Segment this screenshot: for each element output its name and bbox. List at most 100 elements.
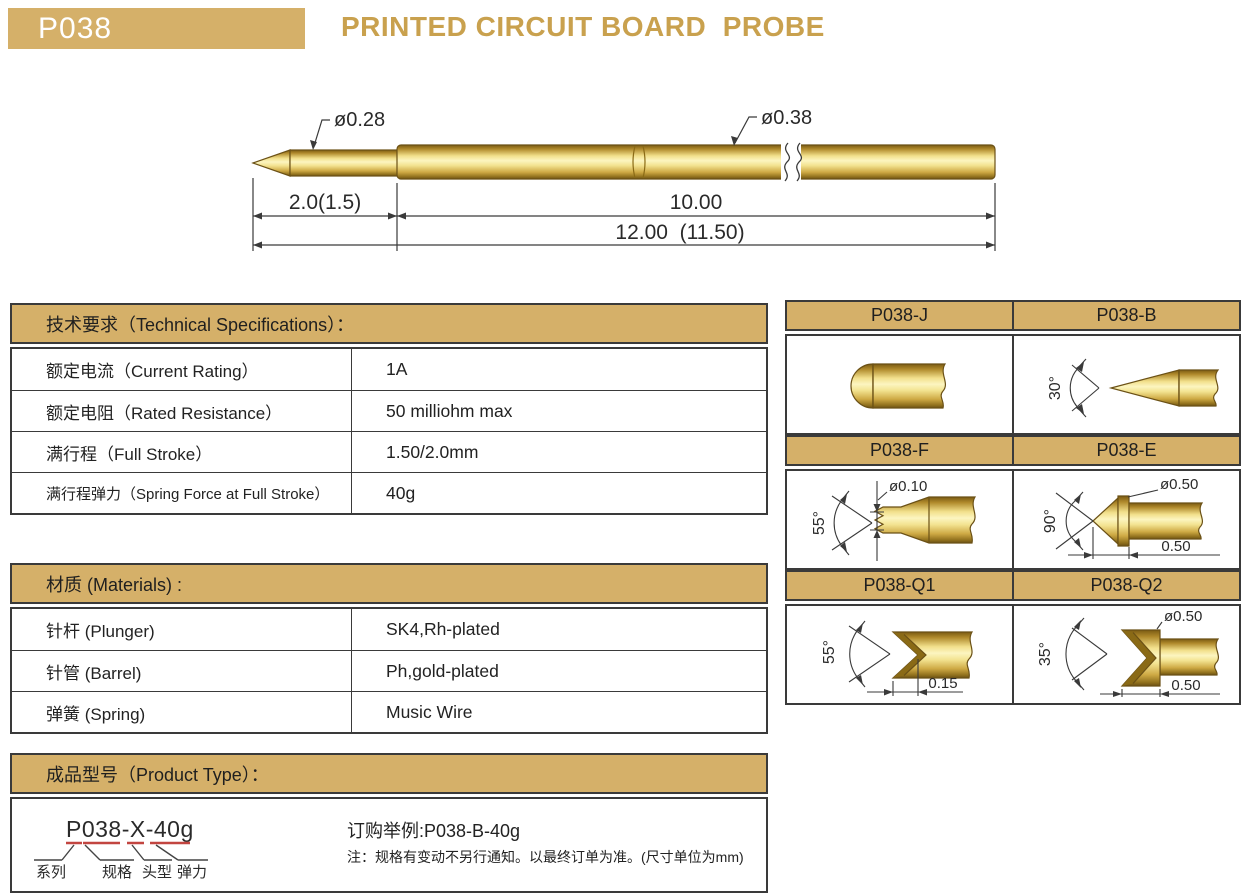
spec-value: 1A (386, 359, 408, 379)
angle-annotation (1055, 491, 1094, 551)
head-type-cell-e: P038-E (1012, 435, 1241, 570)
head-type-name: P038-Q1 (785, 570, 1014, 601)
dimension-lines (253, 215, 995, 246)
code-part-label-force: 弹力 (177, 864, 207, 881)
head-type-cell-f: P038-F (785, 435, 1014, 570)
table-row: 针杆 (Plunger) SK4,Rh-plated (12, 609, 766, 650)
table-row: 满行程弹力（Spring Force at Full Stroke） 40g (12, 472, 766, 513)
head-drawing-f: ø0.10 55° (811, 478, 977, 561)
materials-table: 材质 (Materials) : 针杆 (Plunger) SK4,Rh-pla… (10, 563, 768, 734)
dim-annotation (1068, 489, 1220, 559)
leader-dia-barrel (734, 116, 757, 144)
head-type-cell-q2: P038-Q2 (1012, 570, 1241, 705)
head-type-cell-b: P038-B (1012, 300, 1241, 435)
table-row: 额定电阻（Rated Resistance） 50 milliohm max (12, 390, 766, 431)
head-type-name: P038-J (785, 300, 1014, 331)
dia-label: ø0.50 (1164, 608, 1202, 625)
material-label: 弹簧 (Spring) (12, 692, 352, 732)
ordering-code: P038-X-40g (66, 816, 194, 842)
leader-dia-plunger (313, 119, 330, 147)
dim-barrel-label: 10.00 (670, 191, 723, 214)
spec-table: 技术要求（Technical Specifications）： 额定电流（Cur… (10, 303, 768, 515)
code-connector-lines (34, 844, 208, 861)
spec-value: 50 milliohm max (386, 400, 513, 421)
head-drawing-b: 30° (1047, 358, 1220, 418)
product-type-title: 成品型号（Product Type）： (10, 753, 768, 794)
material-value: SK4,Rh-plated (386, 619, 500, 639)
product-type-section: 成品型号（Product Type）： P038-X-40g 系列 规格 头型 (10, 753, 768, 893)
plunger-tip (251, 149, 291, 177)
material-value: Music Wire (386, 701, 473, 722)
dia-label: ø0.10 (889, 478, 927, 495)
angle-annotation (848, 620, 891, 688)
dia-label: ø0.50 (1160, 476, 1198, 493)
head-drawing-q1: 0.15 55° (821, 620, 974, 696)
round-tip-shape (850, 363, 947, 409)
table-row: 弹簧 (Spring) Music Wire (12, 691, 766, 732)
angle-label: 55° (821, 640, 838, 664)
table-row: 针管 (Barrel) Ph,gold-plated (12, 650, 766, 691)
materials-table-title: 材质 (Materials) : (10, 563, 768, 604)
series-badge: P038 (8, 8, 305, 49)
serrated-tip-shape (873, 496, 977, 544)
dim-tip-label: 2.0(1.5) (289, 191, 361, 214)
spec-label: 满行程弹力（Spring Force at Full Stroke） (12, 473, 352, 513)
code-part-label-spec: 规格 (102, 864, 132, 881)
angle-annotation (831, 490, 873, 556)
barrel-crimp (632, 145, 646, 179)
angle-label: 90° (1042, 509, 1059, 533)
head-type-name: P038-B (1012, 300, 1241, 331)
page-title: PRINTED CIRCUIT BOARD PROBE (341, 11, 825, 42)
angle-annotation (1069, 358, 1100, 418)
dimension-annotations (252, 116, 996, 251)
spec-label: 额定电流（Current Rating） (12, 349, 352, 390)
dim-annotation (867, 659, 963, 696)
code-part-label-head: 头型 (142, 864, 172, 881)
ordering-code-diagram: P038-X-40g 系列 规格 头型 弹力 (34, 816, 208, 881)
dia-plunger-label: ø0.28 (334, 109, 385, 131)
material-value: Ph,gold-plated (386, 660, 499, 681)
spec-value: 1.50/2.0mm (386, 441, 479, 462)
angle-label: 30° (1047, 376, 1064, 400)
head-drawing-q2: ø0.50 0.50 35° (1037, 608, 1220, 697)
probe-dimension-drawing: ø0.28 ø0.38 2.0(1.5) 10.00 12.00 (11.50) (251, 107, 996, 251)
spec-table-title: 技术要求（Technical Specifications）： (10, 303, 768, 344)
angle-annotation (1065, 617, 1108, 691)
dim-label: 0.50 (1171, 677, 1200, 694)
dim-total-label: 12.00 (11.50) (615, 221, 744, 244)
spec-label: 满行程（Full Stroke） (12, 432, 352, 472)
head-type-cell-q1: P038-Q1 (785, 570, 1014, 705)
cone-tip-shape (1108, 369, 1220, 407)
angle-label: 35° (1037, 642, 1054, 666)
head-drawing-j (850, 363, 947, 409)
wide-crown-tip-shape (1120, 629, 1220, 687)
barrel (396, 144, 996, 180)
angle-label: 55° (811, 511, 828, 535)
dim-label: 0.50 (1161, 538, 1190, 555)
head-type-name: P038-Q2 (1012, 570, 1241, 601)
dia-barrel-label: ø0.38 (761, 107, 812, 129)
table-row: 额定电流（Current Rating） 1A (12, 349, 766, 390)
material-label: 针杆 (Plunger) (12, 609, 352, 650)
dim-label: 0.15 (928, 675, 957, 692)
head-type-cell-j: P038-J (785, 300, 1014, 435)
spec-label: 额定电阻（Rated Resistance） (12, 391, 352, 431)
order-note: 注：规格有变动不另行通知。以最终订单为准。(尺寸单位为mm) (347, 849, 744, 865)
head-type-name: P038-F (785, 435, 1014, 466)
order-example: 订购举例:P038-B-40g (347, 821, 521, 841)
dimension-labels: ø0.28 ø0.38 2.0(1.5) 10.00 12.00 (11.50) (289, 107, 812, 244)
material-label: 针管 (Barrel) (12, 651, 352, 691)
barrel-break (781, 142, 803, 182)
dimension-arrows (253, 136, 995, 249)
head-type-panel: P038-J P038-B (785, 300, 1241, 705)
table-row: 满行程（Full Stroke） 1.50/2.0mm (12, 431, 766, 472)
pointed-flange-tip-shape (1092, 495, 1204, 547)
extension-lines (252, 178, 996, 251)
crown-tip-shape (891, 631, 974, 679)
product-type-content: P038-X-40g 系列 规格 头型 弹力 订购举例 (10, 797, 768, 893)
code-part-label-series: 系列 (36, 864, 66, 881)
probe-body (251, 144, 996, 180)
spec-value: 40g (386, 482, 416, 503)
plunger-shaft (289, 149, 401, 177)
